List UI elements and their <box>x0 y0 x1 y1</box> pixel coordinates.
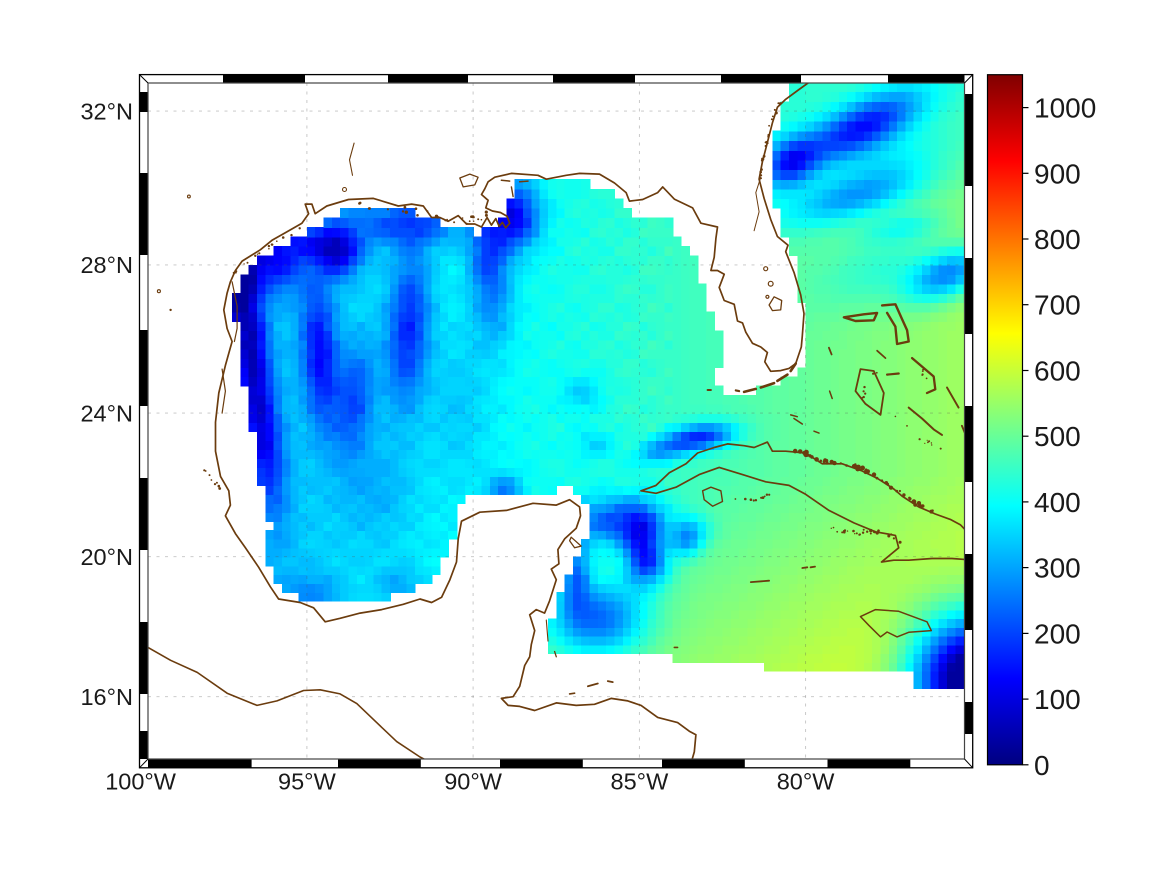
svg-text:100: 100 <box>1034 684 1081 715</box>
svg-text:200: 200 <box>1034 618 1081 649</box>
svg-text:32°N: 32°N <box>80 98 133 124</box>
svg-text:20°N: 20°N <box>80 544 133 570</box>
svg-text:700: 700 <box>1034 290 1081 321</box>
svg-text:400: 400 <box>1034 487 1081 518</box>
svg-text:24°N: 24°N <box>80 400 133 426</box>
svg-text:28°N: 28°N <box>80 252 133 278</box>
svg-text:85°W: 85°W <box>611 769 670 795</box>
svg-text:95°W: 95°W <box>278 769 337 795</box>
svg-text:90°W: 90°W <box>444 769 503 795</box>
svg-text:0: 0 <box>1034 750 1050 781</box>
svg-text:80°W: 80°W <box>777 769 836 795</box>
svg-text:16°N: 16°N <box>80 684 133 710</box>
svg-text:1000: 1000 <box>1034 93 1096 124</box>
svg-text:900: 900 <box>1034 158 1081 189</box>
svg-text:500: 500 <box>1034 421 1081 452</box>
svg-text:600: 600 <box>1034 356 1081 387</box>
svg-text:300: 300 <box>1034 553 1081 584</box>
svg-text:100°W: 100°W <box>105 769 177 795</box>
svg-text:800: 800 <box>1034 224 1081 255</box>
